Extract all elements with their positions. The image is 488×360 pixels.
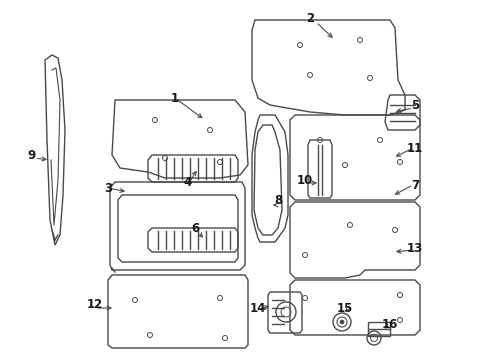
Text: 7: 7 [410, 179, 418, 192]
Text: 9: 9 [28, 149, 36, 162]
Text: 4: 4 [183, 176, 192, 189]
Text: 10: 10 [296, 174, 312, 186]
Bar [367, 322, 389, 336]
Text: 6: 6 [190, 221, 199, 234]
Text: 13: 13 [406, 242, 422, 255]
Circle shape [339, 320, 343, 324]
Text: 8: 8 [273, 194, 282, 207]
Text: 11: 11 [406, 141, 422, 154]
Text: 5: 5 [410, 99, 418, 112]
Text: 12: 12 [87, 298, 103, 311]
Text: 14: 14 [249, 302, 265, 315]
Text: 16: 16 [381, 319, 397, 332]
Text: 2: 2 [305, 12, 313, 24]
Text: 1: 1 [171, 91, 179, 104]
Text: 3: 3 [104, 181, 112, 194]
Text: 15: 15 [336, 302, 352, 315]
